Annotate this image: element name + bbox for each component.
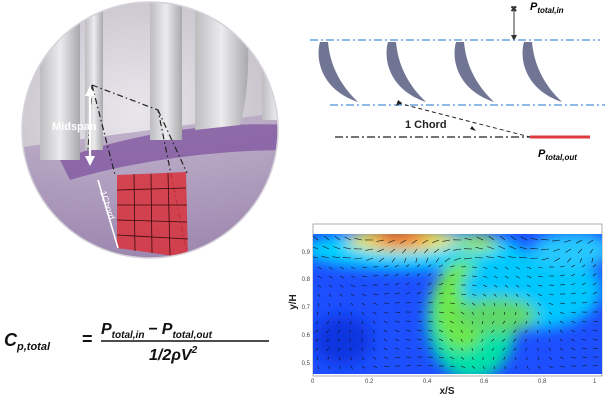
contour-field (302, 228, 608, 380)
p-total-out-label: Ptotal,out (538, 148, 577, 162)
equation-svg: Cp,total = Ptotal,in−Ptotal,out 1/2ρV2 (4, 315, 294, 365)
equation-numerator: Ptotal,in−Ptotal,out (101, 321, 213, 341)
blade-pillar-4 (195, 0, 248, 130)
blade-3 (455, 42, 494, 102)
chord-offset-label: 1 Chord (405, 119, 447, 131)
y-tick-labels: 0.5 0.6 0.7 0.8 0.9 (302, 250, 311, 367)
x-tick: 0.6 (480, 379, 489, 385)
blade-pillar-3 (150, 0, 182, 140)
midspan-label: Midspan (52, 121, 97, 133)
x-axis-label: x/S (439, 386, 454, 397)
inlet-probe-icon: ✖ (510, 4, 518, 41)
cascade-svg: ✖ Ptotal,in 1 Chord Ptotal,out (300, 0, 608, 180)
blade-2 (387, 42, 426, 102)
blade-pillar-5 (262, 0, 292, 120)
y-axis-label: y/H (288, 294, 299, 310)
y-tick: 0.6 (302, 333, 311, 339)
blade-1 (319, 42, 358, 102)
svg-text:✖: ✖ (510, 4, 518, 14)
x-tick-labels: 0 0.2 0.4 0.6 0.8 1 (311, 379, 597, 385)
x-tick: 0.2 (365, 379, 374, 385)
y-tick: 0.9 (302, 250, 311, 256)
measurement-grid (117, 172, 188, 258)
measurement-perspective-view: Midspan 1Chord (0, 0, 300, 280)
y-tick: 0.8 (302, 277, 311, 283)
p-total-in-label: Ptotal,in (530, 1, 564, 15)
equation-denominator: 1/2ρV2 (149, 345, 198, 364)
loss-coefficient-equation: Cp,total = Ptotal,in−Ptotal,out 1/2ρV2 (4, 315, 294, 365)
y-tick: 0.7 (302, 305, 311, 311)
x-tick: 1 (593, 379, 597, 385)
equation-lhs: Cp,total (4, 330, 51, 353)
x-tick: 0 (311, 379, 315, 385)
x-tick: 0.4 (423, 379, 432, 385)
blade-pillar-1 (40, 0, 80, 160)
cascade-schematic: ✖ Ptotal,in 1 Chord Ptotal,out (300, 0, 608, 180)
contour-plot: 0 0.2 0.4 0.6 0.8 1 0.5 0.6 0.7 0.8 0.9 … (282, 210, 608, 401)
perspective-svg: Midspan 1Chord (0, 0, 300, 280)
equation-equals: = (82, 329, 93, 349)
chord-arrowhead-right (470, 126, 476, 131)
blade-row (319, 42, 562, 102)
blade-4 (523, 42, 562, 102)
contour-svg: 0 0.2 0.4 0.6 0.8 1 0.5 0.6 0.7 0.8 0.9 … (282, 210, 608, 401)
y-tick: 0.5 (302, 361, 311, 367)
x-tick: 0.8 (538, 379, 547, 385)
